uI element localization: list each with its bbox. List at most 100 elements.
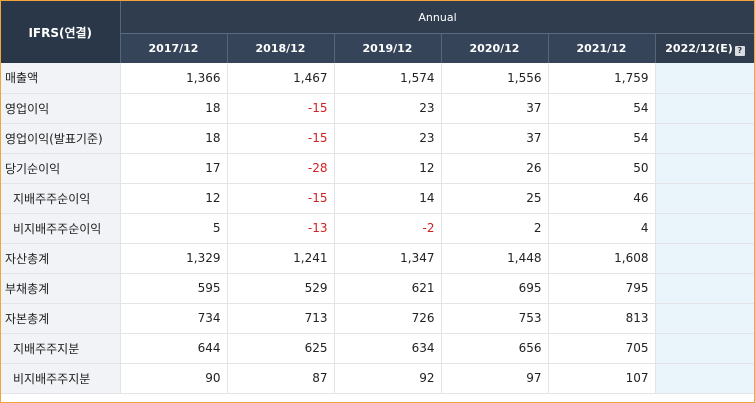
- year-header-row: 2017/12 2018/12 2019/12 2020/12 2021/12 2022/…: [1, 33, 754, 63]
- table-body: 매출액 1,366 1,467 1,574 1,556 1,759 영업이익 18 -15 23 3…: [1, 63, 754, 394]
- value-cell: 813: [548, 303, 656, 334]
- value-cell: 625: [227, 333, 335, 364]
- value-cell: 90: [120, 363, 228, 394]
- estimate-cell: [655, 93, 754, 124]
- value-cell: 23: [334, 123, 442, 154]
- value-cell: 1,241: [227, 243, 335, 274]
- row-label: 영업이익: [1, 93, 121, 124]
- value-cell: 5: [120, 213, 228, 244]
- estimate-cell: [655, 63, 754, 94]
- value-cell: 50: [548, 153, 656, 184]
- year-header: 2017/12: [120, 33, 228, 63]
- estimate-cell: [655, 243, 754, 274]
- table-row: 부채총계 595 529 621 695 795: [1, 273, 754, 304]
- estimate-cell: [655, 183, 754, 214]
- value-cell: 644: [120, 333, 228, 364]
- table-row: 비지배주주지분 90 87 92 97 107: [1, 363, 754, 394]
- value-cell: -15: [227, 93, 335, 124]
- estimate-year-header: 2022/12(E)?: [655, 33, 754, 63]
- value-cell: 1,329: [120, 243, 228, 274]
- value-cell: 18: [120, 93, 228, 124]
- year-header: 2019/12: [334, 33, 442, 63]
- estimate-cell: [655, 303, 754, 334]
- row-label: 지배주주지분: [1, 333, 121, 364]
- value-cell: -2: [334, 213, 442, 244]
- row-label: 지배주주순이익: [1, 183, 121, 214]
- row-label: 비지배주주지분: [1, 363, 121, 394]
- value-cell: 87: [227, 363, 335, 394]
- value-cell: 18: [120, 123, 228, 154]
- value-cell: 1,467: [227, 63, 335, 94]
- ifrs-basis-header: IFRS(연결): [1, 1, 121, 63]
- value-cell: 12: [120, 183, 228, 214]
- value-cell: 92: [334, 363, 442, 394]
- value-cell: -15: [227, 123, 335, 154]
- value-cell: 107: [548, 363, 656, 394]
- value-cell: 1,366: [120, 63, 228, 94]
- value-cell: 97: [441, 363, 549, 394]
- table-row: 매출액 1,366 1,467 1,574 1,556 1,759: [1, 63, 754, 94]
- year-header: 2018/12: [227, 33, 335, 63]
- value-cell: 726: [334, 303, 442, 334]
- table-header: IFRS(연결) Annual 2017/12 2018/12 2019/12 202…: [1, 1, 754, 63]
- value-cell: 713: [227, 303, 335, 334]
- year-header: 2020/12: [441, 33, 549, 63]
- table-row: 자산총계 1,329 1,241 1,347 1,448 1,608: [1, 243, 754, 274]
- value-cell: 2: [441, 213, 549, 244]
- table-row: 비지배주주순이익 5 -13 -2 2 4: [1, 213, 754, 244]
- value-cell: 46: [548, 183, 656, 214]
- estimate-cell: [655, 153, 754, 184]
- row-label: 비지배주주순이익: [1, 213, 121, 244]
- row-label: 부채총계: [1, 273, 121, 304]
- estimate-year-label: 2022/12(E): [665, 41, 733, 55]
- value-cell: -28: [227, 153, 335, 184]
- value-cell: 795: [548, 273, 656, 304]
- value-cell: 12: [334, 153, 442, 184]
- table-row: 당기순이익 17 -28 12 26 50: [1, 153, 754, 184]
- table-row: 영업이익 18 -15 23 37 54: [1, 93, 754, 124]
- estimate-cell: [655, 123, 754, 154]
- value-cell: 734: [120, 303, 228, 334]
- value-cell: 54: [548, 123, 656, 154]
- row-label: 자본총계: [1, 303, 121, 334]
- question-icon[interactable]: ?: [734, 45, 745, 56]
- table-row: 지배주주지분 644 625 634 656 705: [1, 333, 754, 364]
- value-cell: 37: [441, 123, 549, 154]
- value-cell: 1,759: [548, 63, 656, 94]
- annual-group-header: Annual: [120, 1, 754, 34]
- value-cell: 695: [441, 273, 549, 304]
- value-cell: 26: [441, 153, 549, 184]
- financial-table: IFRS(연결) Annual 2017/12 2018/12 2019/12 202…: [1, 1, 754, 394]
- row-label: 당기순이익: [1, 153, 121, 184]
- value-cell: 23: [334, 93, 442, 124]
- value-cell: 17: [120, 153, 228, 184]
- estimate-cell: [655, 273, 754, 304]
- value-cell: -13: [227, 213, 335, 244]
- value-cell: 14: [334, 183, 442, 214]
- value-cell: 1,347: [334, 243, 442, 274]
- value-cell: 1,608: [548, 243, 656, 274]
- value-cell: 529: [227, 273, 335, 304]
- value-cell: 1,556: [441, 63, 549, 94]
- value-cell: 37: [441, 93, 549, 124]
- value-cell: 634: [334, 333, 442, 364]
- value-cell: 4: [548, 213, 656, 244]
- estimate-cell: [655, 363, 754, 394]
- row-label: 매출액: [1, 63, 121, 94]
- value-cell: 656: [441, 333, 549, 364]
- value-cell: 25: [441, 183, 549, 214]
- year-header: 2021/12: [548, 33, 656, 63]
- value-cell: -15: [227, 183, 335, 214]
- estimate-cell: [655, 333, 754, 364]
- table-row: 지배주주순이익 12 -15 14 25 46: [1, 183, 754, 214]
- value-cell: 595: [120, 273, 228, 304]
- table-row: 영업이익(발표기준) 18 -15 23 37 54: [1, 123, 754, 154]
- value-cell: 753: [441, 303, 549, 334]
- estimate-cell: [655, 213, 754, 244]
- row-label: 영업이익(발표기준): [1, 123, 121, 154]
- value-cell: 54: [548, 93, 656, 124]
- value-cell: 1,574: [334, 63, 442, 94]
- table-row: 자본총계 734 713 726 753 813: [1, 303, 754, 334]
- value-cell: 1,448: [441, 243, 549, 274]
